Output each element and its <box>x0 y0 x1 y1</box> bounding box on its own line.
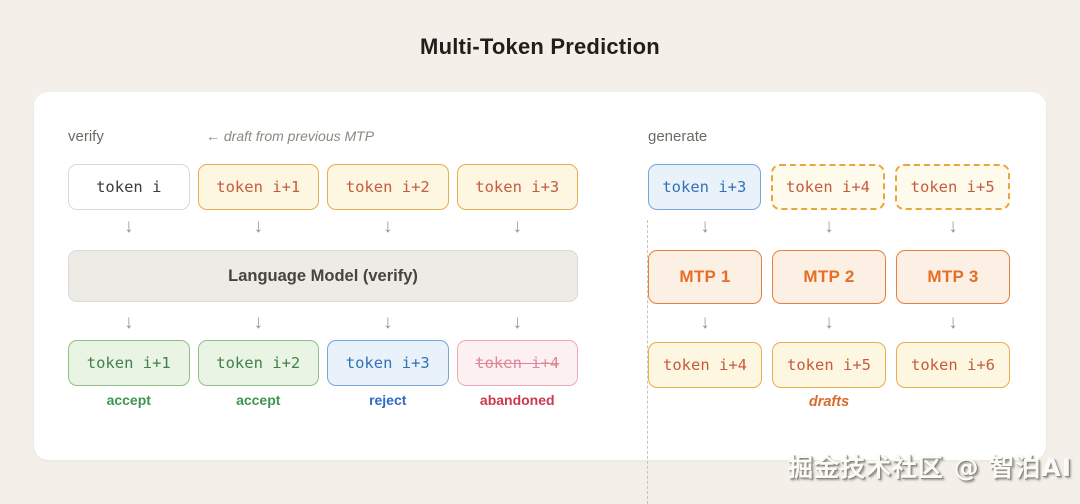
watermark: 掘金技术社区 @ 智泊AI <box>787 453 1072 482</box>
generate-output-token-row: token i+4 token i+5 token i+6 <box>648 342 1010 388</box>
diagram-card: verify ← draft from previous MTP token i… <box>34 92 1046 504</box>
reject-status-label: reject <box>369 392 407 408</box>
token-box-input-1: token i+1 <box>197 164 319 210</box>
verify-arrows-from-model: ↓ ↓ ↓ ↓ <box>68 310 578 336</box>
down-arrow-icon: ↓ <box>124 312 134 333</box>
verify-status-row: accept accept reject abandoned <box>68 392 578 408</box>
down-arrow-icon: ↓ <box>700 312 710 333</box>
down-arrow-icon: ↓ <box>512 216 523 237</box>
abandoned-status-label: abandoned <box>479 392 555 408</box>
token-box-gen-input-2: token i+5 <box>895 164 1011 210</box>
token-box-output-abandoned: token i+4 <box>456 340 578 386</box>
token-box-input-2: token i+2 <box>327 164 449 210</box>
mtp-2-box: MTP 2 <box>772 250 886 304</box>
token-box-gen-input-0: token i+3 <box>648 164 761 210</box>
generate-label: generate <box>648 128 708 145</box>
language-model-box: Language Model (verify) <box>68 250 578 302</box>
down-arrow-icon: ↓ <box>383 312 393 333</box>
drafts-label: drafts <box>808 394 850 410</box>
token-box-output-accept-2: token i+2 <box>197 340 319 386</box>
accept-status-label: accept <box>106 392 151 408</box>
generate-arrows-from-mtp: ↓ ↓ ↓ <box>648 310 1010 336</box>
accept-status-label: accept <box>236 392 281 408</box>
down-arrow-icon: ↓ <box>824 216 834 237</box>
verify-section: verify ← draft from previous MTP token i… <box>68 92 578 460</box>
down-arrow-icon: ↓ <box>948 216 958 237</box>
generate-header: generate <box>648 128 1010 148</box>
token-box-gen-output-0: token i+4 <box>648 342 762 388</box>
mtp-3-box: MTP 3 <box>896 250 1010 304</box>
token-box-output-accept-1: token i+1 <box>68 340 190 386</box>
token-box-gen-output-1: token i+5 <box>772 342 886 388</box>
verify-output-token-row: token i+1 token i+2 token i+3 token i+4 <box>68 340 578 386</box>
generate-section: generate token i+3 token i+4 token i+5 ↓… <box>648 92 1011 460</box>
mtp-module-row: MTP 1 MTP 2 MTP 3 <box>648 250 1010 304</box>
mtp-1-box: MTP 1 <box>648 250 762 304</box>
generate-input-token-row: token i+3 token i+4 token i+5 <box>648 164 1011 210</box>
diagram-title: Multi-Token Prediction <box>420 34 660 59</box>
verify-input-token-row: token i token i+1 token i+2 token i+3 <box>68 164 578 210</box>
token-box-gen-input-1: token i+4 <box>770 164 886 210</box>
section-divider <box>647 220 648 504</box>
token-box-input-0: token i <box>68 164 190 210</box>
verify-label: verify <box>68 128 104 145</box>
verify-arrows-to-model: ↓ ↓ ↓ ↓ <box>68 214 578 240</box>
token-box-input-3: token i+3 <box>456 164 578 210</box>
token-box-output-reject: token i+3 <box>327 340 449 386</box>
down-arrow-icon: ↓ <box>948 312 958 333</box>
down-arrow-icon: ↓ <box>383 216 393 237</box>
verify-header: verify ← draft from previous MTP <box>68 128 578 148</box>
draft-from-previous-mtp-annotation: ← draft from previous MTP <box>206 128 375 144</box>
strikethrough-token-text: token i+4 <box>475 354 560 372</box>
down-arrow-icon: ↓ <box>124 216 134 237</box>
token-box-gen-output-2: token i+6 <box>896 342 1010 388</box>
down-arrow-icon: ↓ <box>824 312 834 333</box>
down-arrow-icon: ↓ <box>253 312 264 333</box>
down-arrow-icon: ↓ <box>512 312 523 333</box>
generate-arrows-to-mtp: ↓ ↓ ↓ <box>648 214 1010 240</box>
down-arrow-icon: ↓ <box>700 216 710 237</box>
down-arrow-icon: ↓ <box>253 216 264 237</box>
